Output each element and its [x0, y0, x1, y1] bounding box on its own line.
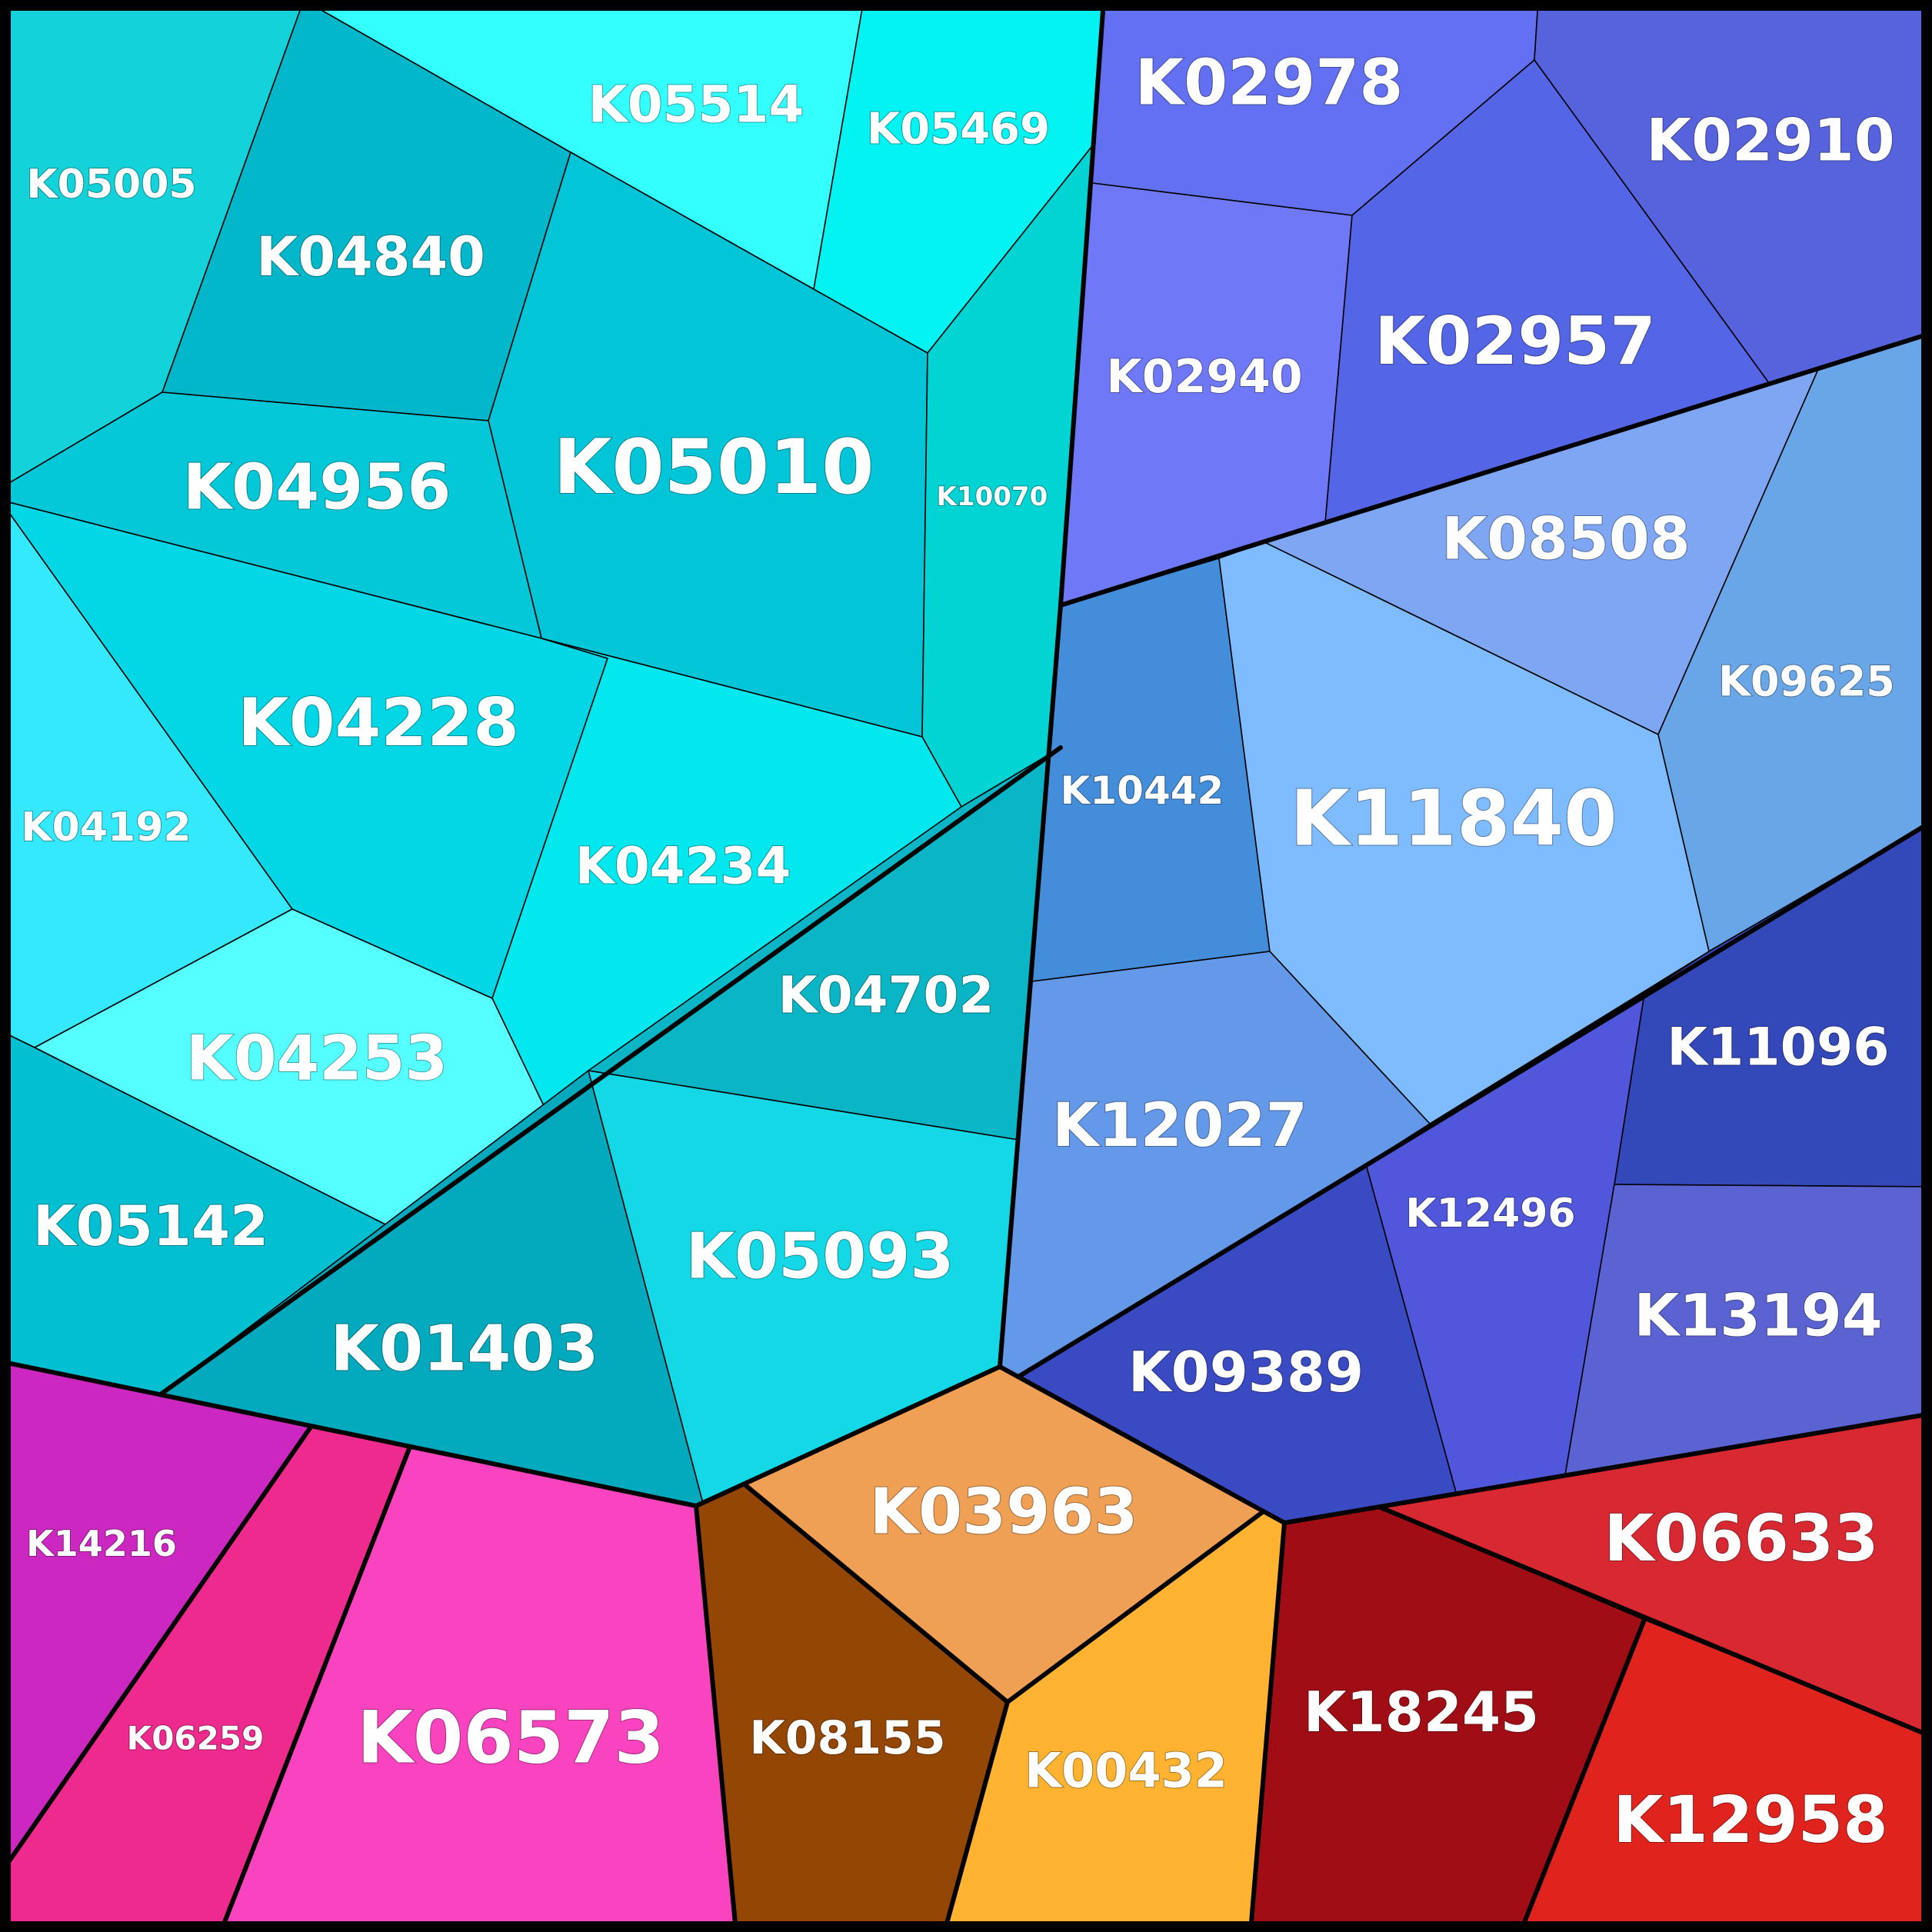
group-border-line [1058, 0, 1106, 608]
group-border-line [742, 1482, 1010, 1704]
group-border-line [1058, 331, 1932, 608]
cell-label-k04253: K04253 [186, 1023, 448, 1094]
group-border-line [1518, 1617, 1647, 1932]
cell-label-k13194: K13194 [1634, 1281, 1882, 1350]
cell-label-k11840: K11840 [1290, 774, 1617, 864]
cell-k13194 [1564, 1184, 1932, 1476]
cell-label-k12958: K12958 [1613, 1782, 1887, 1857]
group-border-line [1282, 1411, 1932, 1525]
group-border-line [218, 1444, 412, 1932]
cell-label-k05514: K05514 [588, 75, 804, 135]
cell-label-k09625: K09625 [1718, 658, 1895, 706]
cell-label-k10070: K10070 [937, 481, 1048, 512]
cell-label-k05010: K05010 [554, 424, 874, 511]
cell-label-k05093: K05093 [686, 1221, 954, 1294]
cell-label-k05469: K05469 [867, 105, 1050, 155]
group-border-line [998, 603, 1063, 1369]
cell-label-k01403: K01403 [331, 1313, 599, 1386]
group-border-line [159, 745, 1063, 1396]
labels-layer: K05005 K04840 K05514 K05469 K05010 K10070 K049… [20, 46, 1895, 1859]
cell-label-k12496: K12496 [1405, 1191, 1575, 1237]
cell-label-k04192: K04192 [21, 804, 191, 851]
group-border-line [0, 1359, 698, 1508]
cell-label-k14216: K14216 [26, 1523, 177, 1564]
cell-label-k06633: K06633 [1604, 1501, 1878, 1576]
cell-label-k00432: K00432 [1024, 1743, 1227, 1799]
cell-label-k02910: K02910 [1646, 106, 1894, 175]
group-border-line [942, 1700, 1010, 1932]
cell-label-k11096: K11096 [1667, 1018, 1889, 1078]
cell-label-k08155: K08155 [749, 1711, 945, 1765]
cell-k04956 [0, 391, 542, 639]
cell-label-k18245: K18245 [1304, 1680, 1539, 1744]
cell-label-k02978: K02978 [1135, 47, 1404, 120]
cell-label-k12027: K12027 [1052, 1091, 1307, 1161]
group-border-line [1016, 819, 1932, 1379]
cell-label-k04228: K04228 [238, 685, 519, 761]
cell-label-k05005: K05005 [26, 162, 196, 208]
cell-label-k06573: K06573 [357, 1697, 665, 1780]
cell-label-k02957: K02957 [1374, 303, 1656, 380]
group-border-line [998, 1364, 1287, 1525]
group-border-line [1378, 1505, 1932, 1739]
cell-label-k10442: K10442 [1061, 768, 1224, 813]
cell-label-k04956: K04956 [183, 451, 451, 525]
cell-label-k03963: K03963 [870, 1476, 1138, 1549]
group-border-line [1248, 1521, 1287, 1932]
cell-label-k04702: K04702 [778, 966, 994, 1025]
group-border-line [694, 1504, 738, 1932]
cell-label-k09389: K09389 [1128, 1340, 1364, 1404]
cell-label-k04234: K04234 [575, 837, 791, 896]
group-border-line [0, 1424, 314, 1877]
cell-label-k04840: K04840 [256, 225, 485, 288]
cell-label-k06259: K06259 [127, 1720, 265, 1757]
group-border-line [1005, 1509, 1266, 1704]
group-border-line [694, 1364, 1002, 1508]
cell-label-k05142: K05142 [33, 1194, 268, 1258]
cell-label-k08508: K08508 [1441, 505, 1690, 573]
cell-label-k02940: K02940 [1106, 350, 1302, 404]
